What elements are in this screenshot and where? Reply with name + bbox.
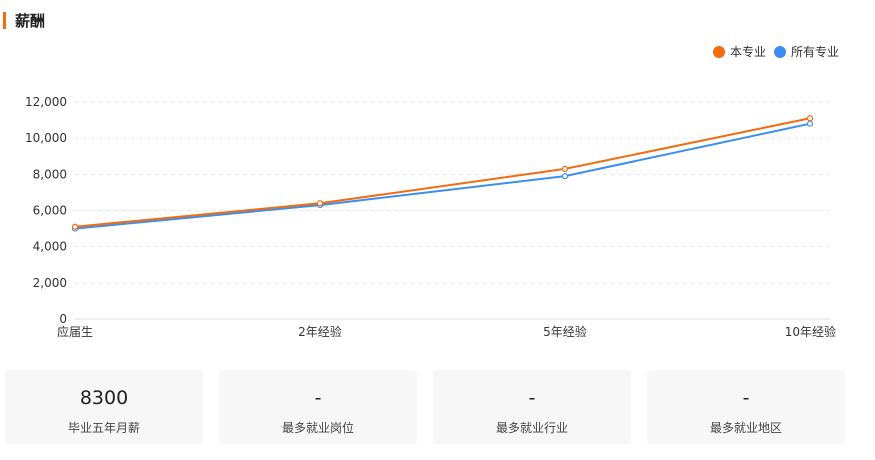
x-tick-label: 10年经验 (785, 324, 836, 339)
data-point-all (806, 120, 814, 127)
y-tick-label: 2,000 (33, 276, 67, 290)
legend-item-all[interactable]: 所有专业 (773, 43, 839, 60)
legend-item-major[interactable]: 本专业 (712, 43, 766, 60)
stat-card-top-region: - 最多就业地区 (647, 370, 845, 444)
data-point-major (806, 115, 814, 122)
stat-label-five-year-salary: 毕业五年月薪 (67, 421, 140, 435)
stat-label-top-position: 最多就业岗位 (281, 421, 354, 435)
salary-line-chart: 0 2,000 4,000 6,000 8,000 10,000 12,000 应届生 2年经验… (25, 95, 836, 339)
x-tick-label: 2年经验 (298, 324, 342, 339)
stats-row: 8300 毕业五年月薪 - 最多就业岗位 - 最多就业行业 - 最多就业地区 (5, 370, 845, 444)
x-tick-label: 应届生 (57, 324, 93, 339)
stat-card-top-industry: - 最多就业行业 (433, 370, 631, 444)
series-line-major (74, 117, 811, 228)
y-tick-label: 0 (59, 312, 67, 326)
stat-label-top-region: 最多就业地区 (709, 421, 782, 435)
data-point-major (561, 165, 569, 173)
legend-label-major: 本专业 (729, 45, 766, 59)
y-tick-label: 8,000 (33, 167, 67, 181)
stat-value-top-industry: - (528, 387, 536, 409)
section-title: 薪酬 (15, 11, 46, 30)
y-tick-label: 4,000 (33, 240, 67, 254)
y-tick-label: 6,000 (33, 204, 67, 218)
stat-card-top-position: - 最多就业岗位 (219, 370, 417, 444)
data-point-major (71, 223, 79, 230)
data-point-major (316, 200, 324, 207)
legend-label-all: 所有专业 (790, 45, 839, 59)
y-tick-label: 12,000 (25, 95, 67, 109)
stat-value-top-region: - (742, 387, 750, 409)
x-tick-label: 5年经验 (543, 324, 587, 339)
stat-label-top-industry: 最多就业行业 (495, 421, 568, 435)
accent-bar (3, 11, 6, 29)
stat-card-five-year-salary: 8300 毕业五年月薪 (5, 370, 203, 444)
stat-value-top-position: - (314, 387, 322, 409)
legend-dot-major (712, 45, 725, 58)
section-header: 薪酬 (0, 8, 45, 32)
series-line-all (74, 122, 811, 230)
chart-legend: 本专业 所有专业 (705, 43, 839, 60)
data-point-all (561, 173, 569, 180)
y-tick-label: 10,000 (25, 131, 67, 145)
legend-dot-all (773, 45, 786, 58)
stat-value-five-year-salary: 8300 (79, 387, 129, 409)
